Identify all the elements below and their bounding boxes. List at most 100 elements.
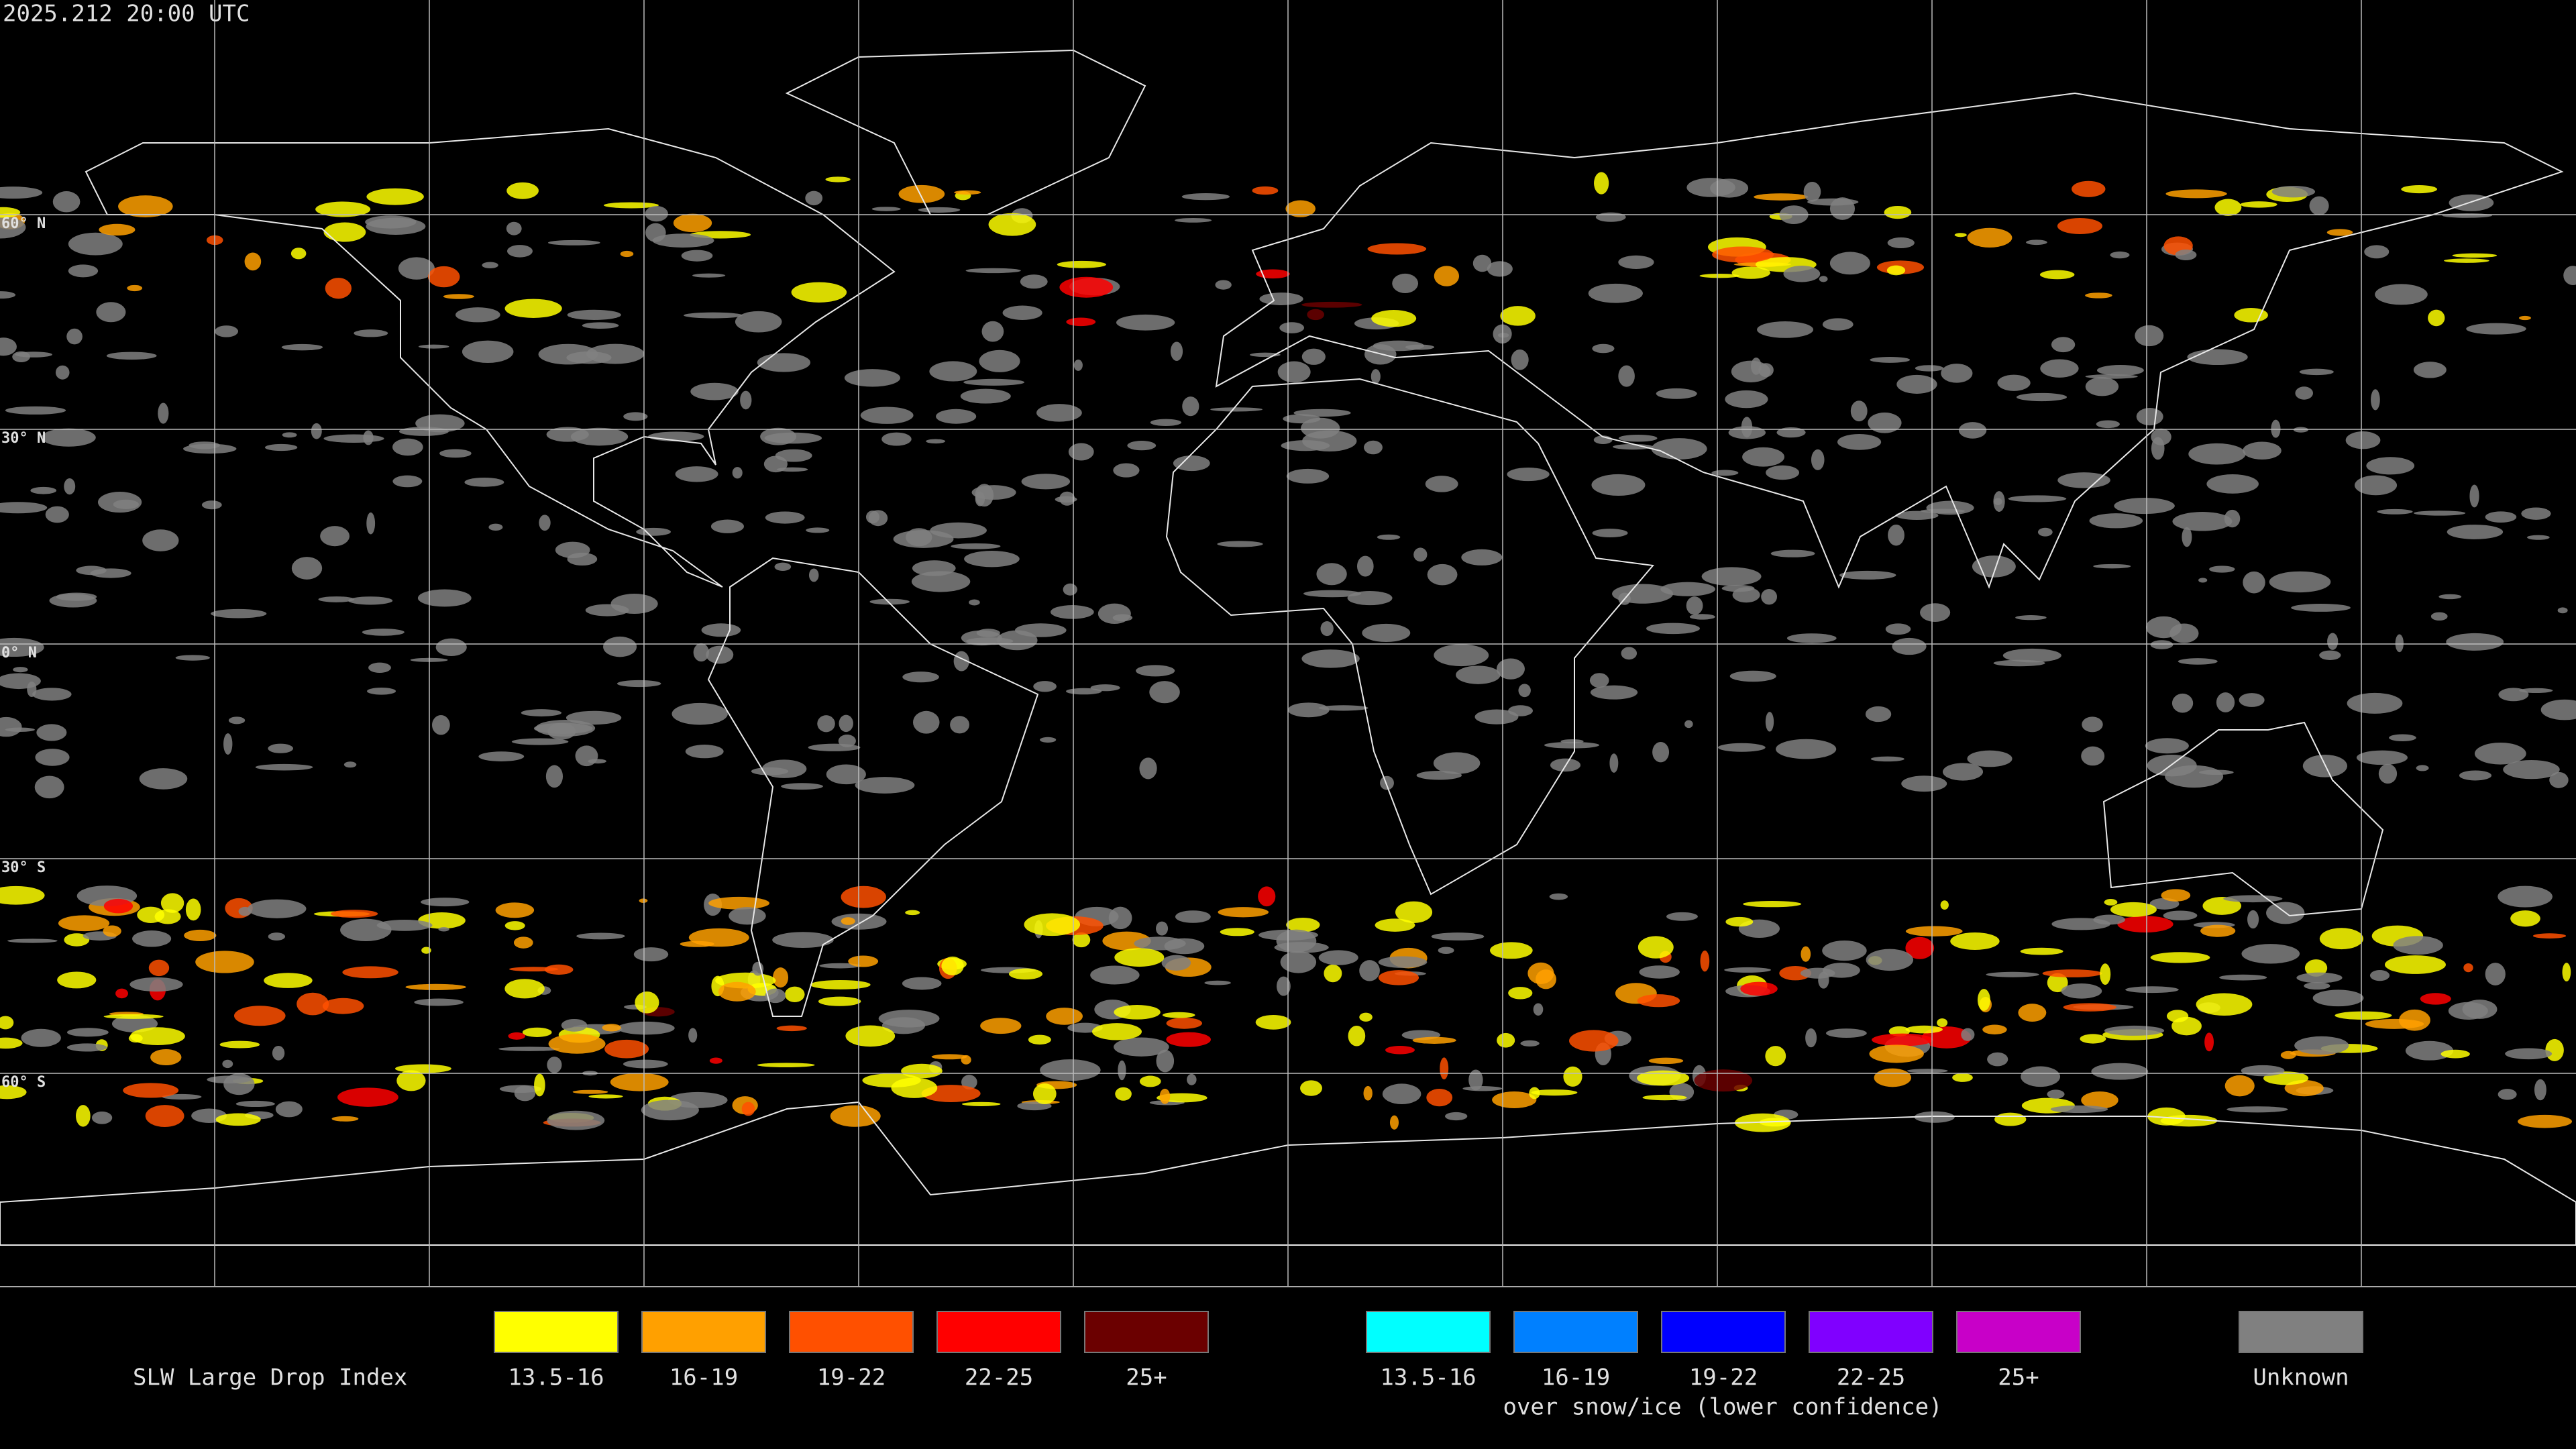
- cloud-patch: [2117, 916, 2174, 933]
- cloud-patch: [729, 907, 766, 925]
- cloud-patch: [685, 745, 724, 759]
- cloud-patch: [1907, 1069, 1948, 1073]
- cloud-patch: [282, 432, 297, 438]
- cloud-patch: [0, 673, 41, 690]
- cloud-patch: [1218, 907, 1269, 918]
- cloud-patch: [1156, 921, 1169, 936]
- cloud-patch: [343, 761, 357, 768]
- cloud-patch: [2442, 213, 2492, 218]
- cloud-patch: [2089, 513, 2143, 529]
- cloud-patch: [2354, 475, 2398, 496]
- cloud-patch: [189, 441, 220, 449]
- cloud-patch: [1766, 465, 1800, 480]
- cloud-patch: [36, 724, 67, 741]
- cloud-patch: [2326, 229, 2353, 236]
- cloud-patch: [2104, 1025, 2165, 1036]
- cloud-patch: [539, 515, 551, 531]
- cloud-patch: [534, 1073, 545, 1097]
- cloud-patch: [774, 562, 792, 572]
- cloud-patch: [2188, 443, 2246, 465]
- cloud-patch: [2562, 963, 2571, 982]
- cloud-patch: [2364, 245, 2390, 259]
- cloud-patch: [58, 915, 110, 932]
- cloud-patch: [848, 955, 879, 967]
- cloud-patch: [1170, 341, 1183, 361]
- cloud-patch: [1039, 737, 1057, 743]
- cloud-patch: [572, 1089, 608, 1094]
- cloud-patch: [414, 998, 464, 1006]
- cloud-patch: [103, 925, 121, 937]
- cloud-patch: [320, 526, 350, 547]
- cloud-patch: [2440, 1049, 2470, 1059]
- cloud-patch: [965, 268, 1021, 274]
- cloud-patch: [1040, 1059, 1101, 1081]
- cloud-patch: [2545, 1038, 2564, 1061]
- cloud-patch: [675, 466, 718, 482]
- cloud-patch: [52, 191, 80, 213]
- cloud-patch: [961, 1102, 1001, 1106]
- cloud-patch: [513, 936, 533, 949]
- cloud-patch: [1511, 349, 1529, 370]
- cloud-patch: [776, 467, 808, 472]
- cloud-patch: [776, 1025, 807, 1032]
- cloud-patch: [535, 720, 596, 737]
- cloud-patch: [1776, 739, 1837, 759]
- cloud-patch: [1220, 928, 1254, 936]
- cloud-patch: [2452, 253, 2498, 258]
- cloud-patch: [1468, 1069, 1483, 1091]
- cloud-patch: [1380, 775, 1394, 790]
- latitude-label: 0° N: [1, 645, 37, 661]
- cloud-patch: [396, 1070, 426, 1091]
- cloud-patch: [2047, 973, 2068, 993]
- cloud-patch: [2204, 1032, 2214, 1052]
- cloud-patch: [348, 596, 393, 605]
- cloud-patch: [575, 745, 598, 767]
- cloud-patch: [2096, 420, 2120, 429]
- cloud-patch: [862, 1073, 921, 1088]
- cloud-patch: [845, 1025, 896, 1047]
- cloud-patch: [2416, 765, 2429, 771]
- cloud-patch: [761, 759, 807, 778]
- cloud-patch: [1134, 936, 1186, 951]
- cloud-patch: [1413, 547, 1428, 562]
- cloud-patch: [902, 672, 939, 683]
- cloud-patch: [1811, 449, 1825, 470]
- cloud-patch: [1895, 511, 1939, 521]
- legend-swatch: [1956, 1311, 2081, 1353]
- cloud-patch: [1533, 1003, 1544, 1016]
- cloud-patch: [32, 688, 72, 701]
- cloud-patch: [184, 929, 217, 941]
- cloud-patch: [1885, 623, 1911, 635]
- cloud-patch: [1638, 936, 1674, 959]
- cloud-patch: [2196, 993, 2253, 1016]
- cloud-layer: [0, 172, 2576, 1132]
- cloud-patch: [99, 223, 136, 236]
- cloud-patch: [1318, 705, 1368, 711]
- cloud-patch: [710, 519, 744, 533]
- legend-caption: over snow/ice (lower confidence): [1503, 1394, 1942, 1421]
- cloud-patch: [2026, 239, 2047, 246]
- cloud-patch: [2271, 186, 2316, 198]
- cloud-patch: [1588, 283, 1643, 303]
- cloud-patch: [1215, 280, 1232, 290]
- cloud-patch: [1694, 1069, 1753, 1092]
- cloud-patch: [1961, 1028, 1975, 1041]
- cloud-patch: [1822, 318, 1854, 331]
- cloud-patch: [582, 322, 619, 329]
- cloud-patch: [1870, 756, 1904, 762]
- cloud-patch: [45, 506, 69, 523]
- cloud-patch: [1941, 364, 1973, 383]
- legend-swatch: [789, 1311, 914, 1353]
- cloud-patch: [906, 528, 932, 547]
- cloud-patch: [281, 343, 323, 351]
- cloud-patch: [2527, 535, 2550, 540]
- legend-label: Unknown: [2253, 1364, 2349, 1391]
- cloud-patch: [228, 716, 246, 724]
- cloud-patch: [2371, 389, 2380, 411]
- cloud-patch: [264, 973, 313, 988]
- cloud-patch: [1901, 775, 1947, 792]
- cloud-patch: [66, 328, 83, 345]
- cloud-patch: [1307, 309, 1324, 321]
- cloud-patch: [264, 443, 298, 451]
